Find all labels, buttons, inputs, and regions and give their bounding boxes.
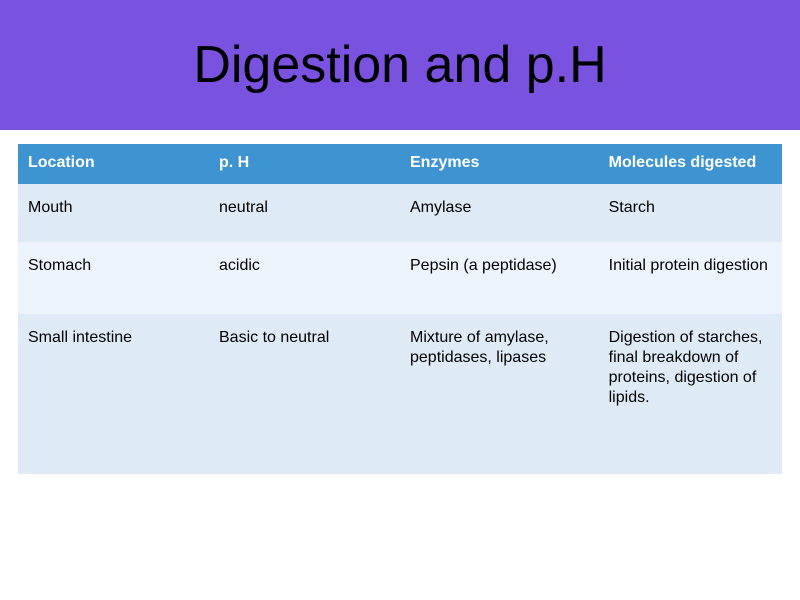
cell-molecules: Starch xyxy=(599,184,782,242)
cell-location: Stomach xyxy=(18,242,209,314)
table-header-row: Location p. H Enzymes Molecules digested xyxy=(18,144,782,184)
cell-enzymes: Amylase xyxy=(400,184,599,242)
cell-enzymes: Mixture of amylase, peptidases, lipases xyxy=(400,314,599,474)
cell-ph: neutral xyxy=(209,184,400,242)
cell-location: Small intestine xyxy=(18,314,209,474)
table-row: Small intestine Basic to neutral Mixture… xyxy=(18,314,782,474)
cell-ph: acidic xyxy=(209,242,400,314)
digestion-table: Location p. H Enzymes Molecules digested… xyxy=(18,144,782,474)
header-molecules: Molecules digested xyxy=(599,144,782,184)
table-row: Mouth neutral Amylase Starch xyxy=(18,184,782,242)
cell-ph: Basic to neutral xyxy=(209,314,400,474)
cell-molecules: Initial protein digestion xyxy=(599,242,782,314)
header-enzymes: Enzymes xyxy=(400,144,599,184)
page-title: Digestion and p.H xyxy=(193,35,606,95)
cell-molecules: Digestion of starches, final breakdown o… xyxy=(599,314,782,474)
table-container: Location p. H Enzymes Molecules digested… xyxy=(0,130,800,474)
header-ph: p. H xyxy=(209,144,400,184)
header-location: Location xyxy=(18,144,209,184)
title-bar: Digestion and p.H xyxy=(0,0,800,130)
cell-location: Mouth xyxy=(18,184,209,242)
cell-enzymes: Pepsin (a peptidase) xyxy=(400,242,599,314)
table-row: Stomach acidic Pepsin (a peptidase) Init… xyxy=(18,242,782,314)
